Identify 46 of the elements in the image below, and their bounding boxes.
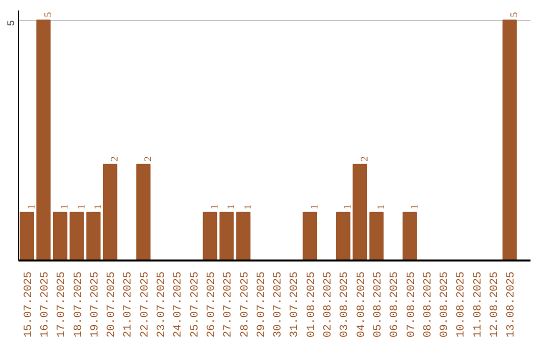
- data-label: 5: [509, 12, 520, 18]
- data-label: 1: [376, 204, 387, 210]
- x-tick-label: 06.08.2025: [389, 271, 402, 338]
- x-tick-label: 29.07.2025: [256, 271, 268, 338]
- x-tick-label: 16.07.2025: [39, 271, 52, 338]
- x-tick-label: 25.07.2025: [189, 271, 202, 338]
- x-tick-label: 05.08.2025: [372, 271, 384, 338]
- x-tick-label: 12.08.2025: [489, 271, 502, 338]
- x-tick-label: 03.08.2025: [339, 271, 352, 338]
- x-tick-label: 15.07.2025: [22, 271, 35, 338]
- x-tick-label: 09.08.2025: [439, 271, 452, 338]
- x-tick-label: 02.08.2025: [322, 271, 335, 338]
- x-tick-label: 20.07.2025: [106, 271, 118, 338]
- data-label: 2: [142, 156, 154, 162]
- data-label: 5: [42, 12, 54, 18]
- x-tick-label: 13.08.2025: [506, 271, 518, 338]
- data-label: 2: [110, 156, 121, 162]
- data-label: 1: [92, 204, 104, 210]
- x-tick-label: 10.08.2025: [456, 271, 468, 338]
- x-tick-label: 27.07.2025: [222, 271, 235, 338]
- x-tick-label: 07.08.2025: [406, 271, 418, 338]
- x-tick-label: 11.08.2025: [472, 271, 484, 338]
- data-label: 1: [309, 204, 320, 210]
- x-tick-label: 28.07.2025: [239, 271, 252, 338]
- x-tick-label: 08.08.2025: [422, 271, 434, 338]
- x-tick-label: 01.08.2025: [306, 271, 318, 338]
- x-tick-label: 22.07.2025: [139, 271, 152, 338]
- x-tick-label: 19.07.2025: [89, 271, 102, 338]
- x-tick-label: 24.07.2025: [172, 271, 185, 338]
- data-label: 1: [226, 204, 238, 210]
- x-tick-label: 17.07.2025: [56, 271, 68, 338]
- data-label: 1: [60, 204, 71, 210]
- x-tick-label: 21.07.2025: [122, 271, 135, 338]
- x-tick-label: 04.08.2025: [356, 271, 368, 338]
- data-label: 1: [76, 204, 88, 210]
- data-label: 2: [359, 156, 370, 162]
- data-label: 1: [242, 204, 254, 210]
- x-tick-label: 26.07.2025: [206, 271, 218, 338]
- data-label: 1: [342, 204, 354, 210]
- data-label: 1: [209, 204, 220, 210]
- data-label: 1: [26, 204, 38, 210]
- data-label: 1: [409, 204, 420, 210]
- x-tick-label: 31.07.2025: [289, 271, 302, 338]
- x-tick-label: 30.07.2025: [272, 271, 285, 338]
- x-tick-label: 23.07.2025: [156, 271, 168, 338]
- x-tick-label: 18.07.2025: [72, 271, 85, 338]
